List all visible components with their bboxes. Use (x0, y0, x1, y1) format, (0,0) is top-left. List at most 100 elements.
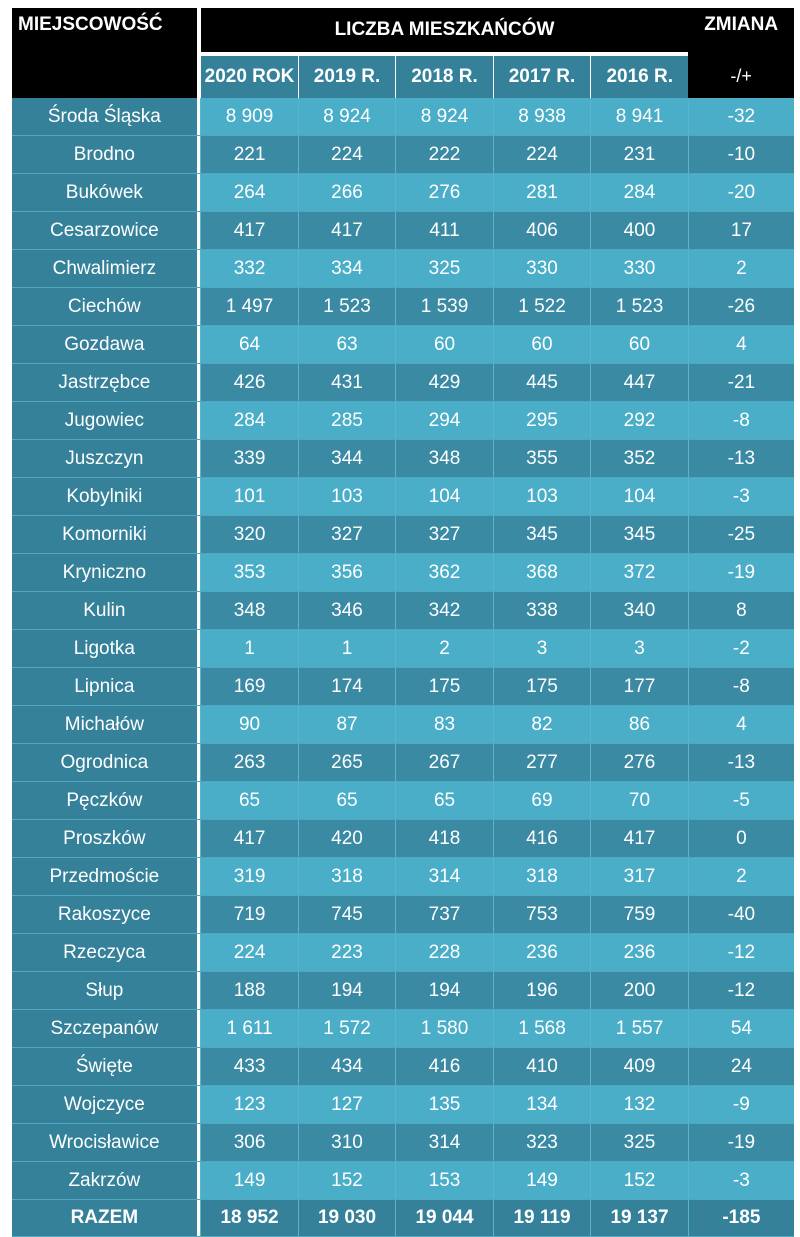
population-cell: 70 (590, 781, 689, 820)
population-cell: 346 (297, 591, 396, 630)
population-cell: 101 (200, 477, 299, 516)
population-cell: 372 (590, 553, 689, 592)
population-cell: 345 (492, 515, 591, 554)
place-name-cell: Ogrodnica (12, 743, 197, 782)
table-header: MIEJSCOWOŚĆ LICZBA MIESZKAŃCÓW ZMIANA 20… (12, 8, 794, 98)
column-separator (196, 477, 201, 516)
column-separator (196, 211, 201, 250)
population-cell: 362 (395, 553, 494, 592)
population-cell: 434 (297, 1047, 396, 1086)
place-name-cell: Juszczyn (12, 439, 197, 478)
change-cell: -32 (687, 98, 794, 136)
place-name-cell: Cesarzowice (12, 211, 197, 250)
place-name-cell: Michałów (12, 705, 197, 744)
column-separator (196, 553, 201, 592)
place-name-cell: Komorniki (12, 515, 197, 554)
population-cell: 306 (200, 1123, 299, 1162)
population-cell: 295 (492, 401, 591, 440)
place-name-cell: Przedmoście (12, 857, 197, 896)
change-cell: -12 (687, 971, 794, 1010)
header-population: LICZBA MIESZKAŃCÓW (200, 8, 689, 54)
table-row: Juszczyn 339 344 348 355 352 -13 (12, 439, 794, 478)
population-cell: 1 (200, 629, 299, 668)
change-cell: -13 (687, 439, 794, 478)
change-cell: 4 (687, 325, 794, 364)
place-name-cell: Ciechów (12, 287, 197, 326)
population-cell: 65 (297, 781, 396, 820)
column-separator (196, 439, 201, 478)
column-separator (196, 857, 201, 896)
change-cell: -19 (687, 1123, 794, 1162)
place-name-cell: Pęczków (12, 781, 197, 820)
place-name-cell: Brodno (12, 135, 197, 174)
table-row: Przedmoście 319 318 314 318 317 2 (12, 857, 794, 896)
column-separator (196, 98, 201, 136)
population-cell: 411 (395, 211, 494, 250)
population-cell: 1 522 (492, 287, 591, 326)
population-cell: 153 (395, 1161, 494, 1200)
population-cell: 8 938 (492, 98, 591, 136)
population-cell: 417 (590, 819, 689, 858)
population-cell: 348 (200, 591, 299, 630)
population-cell: 355 (492, 439, 591, 478)
population-cell: 223 (297, 933, 396, 972)
place-name-cell: Kulin (12, 591, 197, 630)
population-cell: 339 (200, 439, 299, 478)
population-cell: 314 (395, 857, 494, 896)
header-change: ZMIANA (688, 8, 794, 54)
population-cell: 90 (200, 705, 299, 744)
population-cell: 3 (492, 629, 591, 668)
place-name-cell: Bukówek (12, 173, 197, 212)
place-name-cell: Gozdawa (12, 325, 197, 364)
population-cell: 325 (590, 1123, 689, 1162)
column-separator (196, 971, 201, 1010)
population-table: MIEJSCOWOŚĆ LICZBA MIESZKAŃCÓW ZMIANA 20… (12, 8, 794, 1237)
change-cell: -2 (687, 629, 794, 668)
population-cell: 368 (492, 553, 591, 592)
population-cell: 104 (395, 477, 494, 516)
population-cell: 134 (492, 1085, 591, 1124)
population-cell: 228 (395, 933, 494, 972)
change-cell: -13 (687, 743, 794, 782)
population-cell: 314 (395, 1123, 494, 1162)
population-cell: 410 (492, 1047, 591, 1086)
change-cell: -10 (687, 135, 794, 174)
population-cell: 318 (297, 857, 396, 896)
population-cell: 292 (590, 401, 689, 440)
place-name-cell: Wojczyce (12, 1085, 197, 1124)
population-cell: 345 (590, 515, 689, 554)
table-row: Rakoszyce 719 745 737 753 759 -40 (12, 895, 794, 934)
population-cell: 334 (297, 249, 396, 288)
change-cell: 24 (687, 1047, 794, 1086)
column-separator (196, 325, 201, 364)
population-cell: 103 (297, 477, 396, 516)
population-cell: 737 (395, 895, 494, 934)
population-cell: 152 (590, 1161, 689, 1200)
population-cell: 224 (492, 135, 591, 174)
column-separator (196, 933, 201, 972)
population-cell: 276 (590, 743, 689, 782)
header-year: 2017 R. (492, 52, 591, 98)
population-cell: 65 (200, 781, 299, 820)
place-name-cell: Zakrzów (12, 1161, 197, 1200)
population-cell: 224 (297, 135, 396, 174)
table-row: Jastrzębce 426 431 429 445 447 -21 (12, 363, 794, 402)
population-cell: 745 (297, 895, 396, 934)
change-cell: 4 (687, 705, 794, 744)
table-row: Rzeczyca 224 223 228 236 236 -12 (12, 933, 794, 972)
place-name-cell: Jugowiec (12, 401, 197, 440)
population-cell: 196 (492, 971, 591, 1010)
population-cell: 264 (200, 173, 299, 212)
population-cell: 406 (492, 211, 591, 250)
population-cell: 353 (200, 553, 299, 592)
population-cell: 342 (395, 591, 494, 630)
total-row: RAZEM 18 952 19 030 19 044 19 119 19 137 -185 (12, 1199, 794, 1237)
change-cell: 2 (687, 857, 794, 896)
population-cell: 426 (200, 363, 299, 402)
population-cell: 3 (590, 629, 689, 668)
population-cell: 194 (395, 971, 494, 1010)
population-cell: 2 (395, 629, 494, 668)
total-value-cell: 18 952 (200, 1199, 299, 1237)
change-cell: 2 (687, 249, 794, 288)
population-cell: 8 924 (297, 98, 396, 136)
